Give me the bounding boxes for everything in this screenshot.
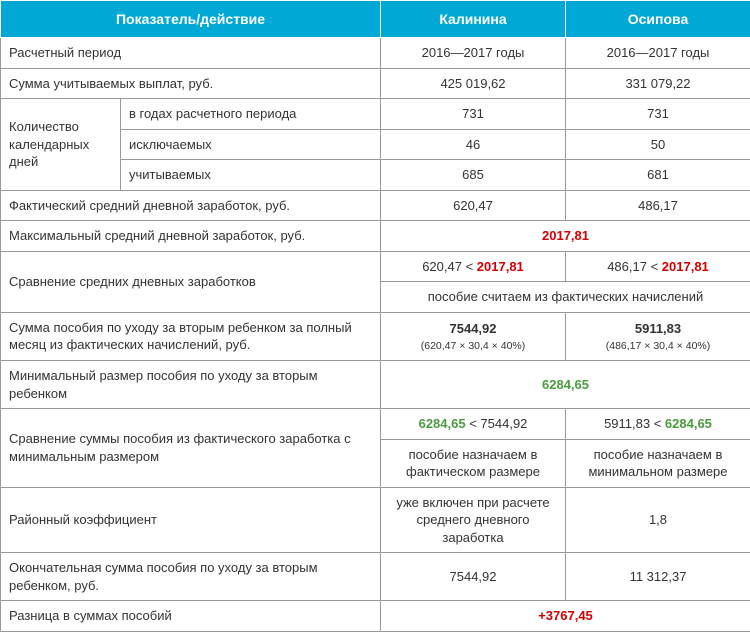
fact-avg-v2: 486,17 — [566, 190, 750, 221]
row-benefit: Сумма пособия по уходу за вторым ребенко… — [1, 312, 750, 360]
days-excl-v1: 46 — [381, 129, 566, 160]
row-cmp-avg-values: Сравнение средних дневных заработков 620… — [1, 251, 750, 282]
diff-value: +3767,45 — [381, 601, 750, 632]
cmp-min-label: Сравнение суммы пособия из фактического … — [1, 409, 381, 488]
min-size-value: 6284,65 — [381, 361, 750, 409]
cmp-min-v1b: < 7544,92 — [466, 416, 528, 431]
header-col2: Осипова — [566, 1, 750, 38]
cmp-avg-v2b: 2017,81 — [662, 259, 709, 274]
cmp-avg-v1a: 620,47 < — [422, 259, 473, 274]
cmp-avg-v1: 620,47 < 2017,81 — [381, 251, 566, 282]
cmp-min-note2: пособие назначаем в минимальном размере — [566, 439, 750, 487]
cmp-min-v1a: 6284,65 — [419, 416, 466, 431]
final-label: Окончательная сумма пособия по уходу за … — [1, 553, 381, 601]
sum-pay-v1: 425 019,62 — [381, 68, 566, 99]
days-count-label: учитываемых — [121, 160, 381, 191]
benefit-v1: 7544,92 — [450, 321, 497, 336]
days-in-years-label: в годах расчетного периода — [121, 99, 381, 130]
final-v2: 11 312,37 — [566, 553, 750, 601]
row-period: Расчетный период 2016—2017 годы 2016—201… — [1, 38, 750, 69]
header-col1: Калинина — [381, 1, 566, 38]
cmp-min-v2: 5911,83 < 6284,65 — [566, 409, 750, 440]
row-sum-pay: Сумма учитываемых выплат, руб. 425 019,6… — [1, 68, 750, 99]
max-avg-label: Максимальный средний дневной заработок, … — [1, 221, 381, 252]
cmp-avg-v2: 486,17 < 2017,81 — [566, 251, 750, 282]
fact-avg-v1: 620,47 — [381, 190, 566, 221]
cmp-min-v2a: 5911,83 < — [604, 416, 665, 431]
days-in-years-v1: 731 — [381, 99, 566, 130]
cmp-min-v2b: 6284,65 — [665, 416, 712, 431]
benefit-v2-cell: 5911,83 (486,17 × 30,4 × 40%) — [566, 312, 750, 360]
coef-v2: 1,8 — [566, 487, 750, 553]
header-row: Показатель/действие Калинина Осипова — [1, 1, 750, 38]
coef-label: Районный коэффициент — [1, 487, 381, 553]
row-final: Окончательная сумма пособия по уходу за … — [1, 553, 750, 601]
sum-pay-label: Сумма учитываемых выплат, руб. — [1, 68, 381, 99]
min-size-label: Минимальный размер пособия по уходу за в… — [1, 361, 381, 409]
days-excl-v2: 50 — [566, 129, 750, 160]
cmp-avg-v2a: 486,17 < — [607, 259, 658, 274]
benefit-f2: (486,17 × 30,4 × 40%) — [574, 339, 742, 353]
cmp-avg-note: пособие считаем из фактических начислени… — [381, 282, 750, 313]
fact-avg-label: Фактический средний дневной заработок, р… — [1, 190, 381, 221]
cmp-avg-v1b: 2017,81 — [477, 259, 524, 274]
calculation-table: Показатель/действие Калинина Осипова Рас… — [0, 0, 750, 632]
final-v1: 7544,92 — [381, 553, 566, 601]
coef-v1: уже включен при расчете среднего дневног… — [381, 487, 566, 553]
period-v1: 2016—2017 годы — [381, 38, 566, 69]
benefit-v1-cell: 7544,92 (620,47 × 30,4 × 40%) — [381, 312, 566, 360]
period-label: Расчетный период — [1, 38, 381, 69]
benefit-v2: 5911,83 — [635, 321, 681, 336]
days-in-years-v2: 731 — [566, 99, 750, 130]
row-days-in-years: Количество календарных дней в годах расч… — [1, 99, 750, 130]
max-avg-value: 2017,81 — [381, 221, 750, 252]
benefit-f1: (620,47 × 30,4 × 40%) — [389, 339, 557, 353]
row-coef: Районный коэффициент уже включен при рас… — [1, 487, 750, 553]
cmp-min-note1: пособие назначаем в фактическом размере — [381, 439, 566, 487]
cmp-avg-label: Сравнение средних дневных заработков — [1, 251, 381, 312]
sum-pay-v2: 331 079,22 — [566, 68, 750, 99]
row-diff: Разница в суммах пособий +3767,45 — [1, 601, 750, 632]
period-v2: 2016—2017 годы — [566, 38, 750, 69]
days-count-v1: 685 — [381, 160, 566, 191]
days-group-label: Количество календарных дней — [1, 99, 121, 191]
row-cmp-min-values: Сравнение суммы пособия из фактического … — [1, 409, 750, 440]
row-fact-avg: Фактический средний дневной заработок, р… — [1, 190, 750, 221]
header-indicator: Показатель/действие — [1, 1, 381, 38]
diff-label: Разница в суммах пособий — [1, 601, 381, 632]
benefit-label: Сумма пособия по уходу за вторым ребенко… — [1, 312, 381, 360]
days-count-v2: 681 — [566, 160, 750, 191]
cmp-min-v1: 6284,65 < 7544,92 — [381, 409, 566, 440]
row-min-size: Минимальный размер пособия по уходу за в… — [1, 361, 750, 409]
row-max-avg: Максимальный средний дневной заработок, … — [1, 221, 750, 252]
days-excl-label: исключаемых — [121, 129, 381, 160]
